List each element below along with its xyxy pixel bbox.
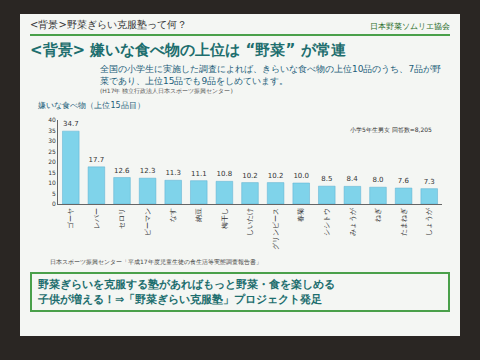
svg-text:しいたけ: しいたけ xyxy=(246,208,254,236)
svg-text:しょうが: しょうが xyxy=(425,207,433,236)
svg-text:7.3: 7.3 xyxy=(424,178,435,186)
svg-text:納豆: 納豆 xyxy=(195,208,203,222)
html-text:<背景>野菜ぎらい克服塾って何？: <背景>野菜ぎらい克服塾って何？ xyxy=(30,19,187,30)
svg-text:シシトウ: シシトウ xyxy=(323,208,331,236)
svg-text:12.3: 12.3 xyxy=(140,167,156,175)
html-text:(H17年 独立行政法人日本スポーツ振興センター): (H17年 独立行政法人日本スポーツ振興センター) xyxy=(100,87,233,94)
svg-text:嫌いな食べ物（上位15品目）: 嫌いな食べ物（上位15品目） xyxy=(38,101,144,110)
svg-text:11.1: 11.1 xyxy=(191,170,207,178)
svg-text:11.3: 11.3 xyxy=(165,169,181,177)
svg-text:ピーマン: ピーマン xyxy=(144,208,152,236)
svg-text:40: 40 xyxy=(48,116,56,123)
html-text:野菜ぎらいを克服する塾があればもっと野菜・食を楽しめる: 野菜ぎらいを克服する塾があればもっと野菜・食を楽しめる xyxy=(38,278,335,291)
svg-text:みょうが: みょうが xyxy=(349,207,357,236)
svg-text:梅干し: 梅干し xyxy=(221,208,229,230)
svg-text:30: 30 xyxy=(48,137,56,144)
svg-text:春菊: 春菊 xyxy=(297,208,305,222)
svg-text:8.0: 8.0 xyxy=(372,176,383,184)
svg-text:ねぎ: ねぎ xyxy=(374,208,382,222)
html-text:<背景> 嫌いな食べ物の上位は “野菜” が常連: <背景> 嫌いな食べ物の上位は “野菜” が常連 xyxy=(30,41,346,59)
html-text:日本スポーツ振興センター「平成17年度児童生徒の食生活等実態: 日本スポーツ振興センター「平成17年度児童生徒の食生活等実態調査報告書」 xyxy=(50,258,262,265)
svg-text:35: 35 xyxy=(48,127,56,134)
svg-text:7.6: 7.6 xyxy=(398,177,410,185)
svg-text:10.8: 10.8 xyxy=(217,170,233,178)
svg-text:20: 20 xyxy=(48,158,56,165)
svg-text:34.7: 34.7 xyxy=(63,120,79,128)
svg-text:たまねぎ: たまねぎ xyxy=(400,208,408,236)
svg-text:セロリ: セロリ xyxy=(118,208,126,229)
svg-text:レバー: レバー xyxy=(93,208,101,229)
svg-text:8.4: 8.4 xyxy=(347,175,359,183)
svg-text:10.2: 10.2 xyxy=(242,172,258,180)
svg-text:小学5年生男女 回答数=8,205: 小学5年生男女 回答数=8,205 xyxy=(350,126,432,133)
svg-text:25: 25 xyxy=(48,148,56,155)
svg-text:10: 10 xyxy=(48,179,56,186)
svg-text:10.2: 10.2 xyxy=(268,172,284,180)
svg-text:グリンピース: グリンピース xyxy=(272,208,280,250)
svg-text:15: 15 xyxy=(48,169,56,176)
svg-text:5: 5 xyxy=(52,190,56,197)
svg-text:8.5: 8.5 xyxy=(321,175,332,183)
svg-text:0: 0 xyxy=(52,200,56,207)
svg-text:12.6: 12.6 xyxy=(114,167,130,175)
svg-text:ゴーヤ: ゴーヤ xyxy=(67,208,75,229)
html-text:子供が増える！⇒「野菜ぎらい克服塾」プロジェクト発足: 子供が増える！⇒「野菜ぎらい克服塾」プロジェクト発足 xyxy=(38,293,323,306)
svg-text:なす: なす xyxy=(169,208,177,222)
html-text:日本野菜ソムリエ協会: 日本野菜ソムリエ協会 xyxy=(370,22,450,31)
svg-text:17.7: 17.7 xyxy=(89,156,105,164)
html-text:全国の小学生に実施した調査によれば、きらいな食べ物の上位10: 全国の小学生に実施した調査によれば、きらいな食べ物の上位10品のうち、7品が野菜… xyxy=(100,64,442,86)
svg-text:10.0: 10.0 xyxy=(293,172,309,180)
